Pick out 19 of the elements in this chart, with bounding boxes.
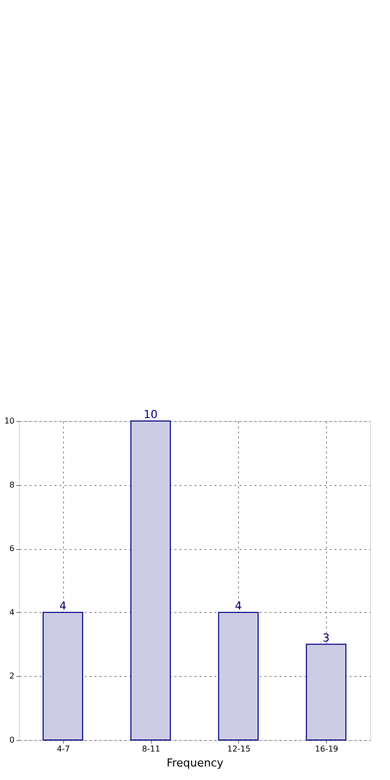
x-tick-label: 4-7: [56, 744, 70, 754]
x-tick-label: 12-15: [227, 744, 250, 754]
x-tick-label: 16-19: [315, 744, 338, 754]
bar: [218, 612, 259, 740]
y-tick-label: 2: [9, 672, 14, 681]
x-axis-title: Frequency: [166, 756, 224, 770]
data-label: 10: [144, 408, 158, 421]
y-tick-label: 8: [9, 480, 14, 490]
y-tick-label: 0: [9, 736, 14, 744]
bar: [306, 644, 346, 740]
y-tick-label: 6: [9, 544, 14, 554]
bar: [130, 420, 171, 740]
data-label: 4: [234, 599, 242, 612]
x-tick-label: 8-11: [142, 744, 160, 754]
data-label: 3: [322, 631, 330, 644]
y-tick-label: 4: [9, 608, 14, 617]
y-tick-label: 10: [4, 416, 14, 426]
bar: [42, 612, 84, 740]
data-label: 4: [59, 599, 66, 612]
